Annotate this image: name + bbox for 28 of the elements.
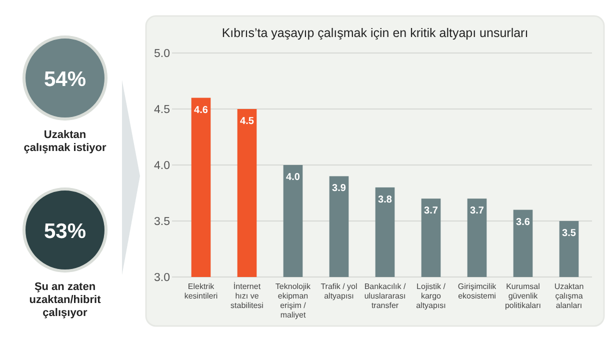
y-tick-label: 4.0	[154, 160, 170, 172]
data-label: 4.0	[286, 172, 300, 183]
x-tick-label: Uzaktan çalışma alanları	[554, 282, 584, 310]
x-tick-label: Teknolojik ekipman erişim / maliyet	[275, 282, 312, 320]
chart-title: Kıbrıs’ta yaşayıp çalışmak için en kritik altyapı unsurları	[222, 26, 528, 40]
y-tick-label: 3.5	[154, 216, 170, 228]
text: Uzaktan çalışmak istiyor	[24, 129, 107, 154]
data-label: 3.7	[470, 206, 484, 217]
text: 54%	[44, 68, 86, 91]
y-tick-label: 4.5	[154, 104, 170, 116]
data-label: 4.6	[194, 104, 208, 116]
text: 53%	[44, 220, 86, 243]
y-tick-label: 5.0	[154, 48, 170, 60]
x-tick-label: Lojistik / kargo altyapısı	[416, 282, 446, 310]
data-label: 3.5	[562, 228, 576, 239]
data-label: 3.9	[332, 183, 346, 194]
x-tick-label: Trafik / yol altyapısı	[320, 282, 358, 300]
x-tick-label: İnternet hızı ve stabilitesi	[230, 282, 264, 310]
x-tick-label: Elektrik kesintileri	[184, 282, 218, 300]
data-label: 4.5	[240, 116, 254, 127]
text: Şu an zaten uzaktan/hibrit çalışıyor	[29, 281, 102, 319]
x-tick-label: Bankacılık / uluslararası transfer	[364, 282, 406, 310]
data-label: 3.6	[516, 216, 530, 228]
data-label: 3.8	[378, 194, 392, 206]
data-label: 3.7	[424, 206, 438, 217]
x-tick-label: Girişimcilik ekosistemi	[458, 282, 498, 300]
x-tick-label: Kurumsal güvenlik politikaları	[504, 282, 542, 310]
y-tick-label: 3.0	[154, 272, 170, 284]
